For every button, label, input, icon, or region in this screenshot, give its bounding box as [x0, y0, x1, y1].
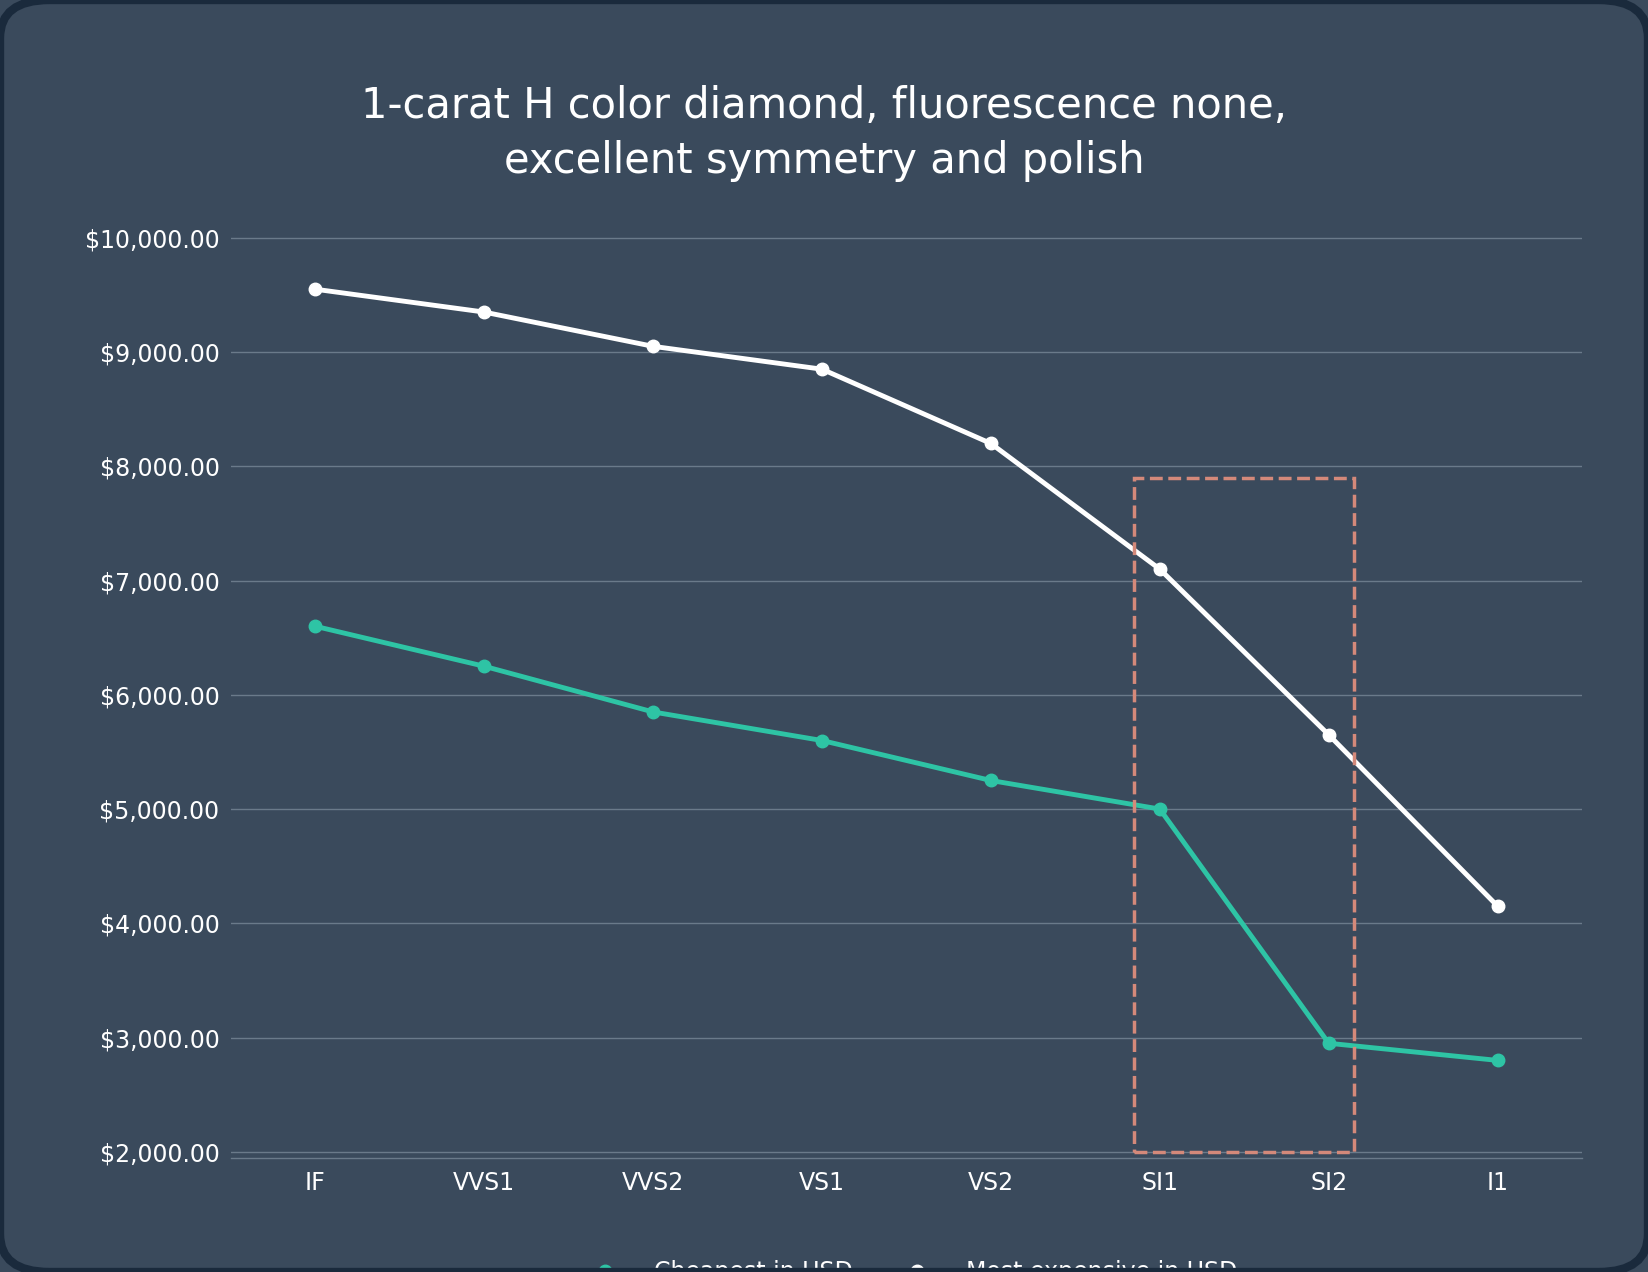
- Legend: Cheapest in USD, Most expensive in USD: Cheapest in USD, Most expensive in USD: [567, 1250, 1246, 1272]
- Text: 1-carat H color diamond, fluorescence none,
excellent symmetry and polish: 1-carat H color diamond, fluorescence no…: [361, 85, 1287, 182]
- Bar: [1134, 478, 1355, 1152]
